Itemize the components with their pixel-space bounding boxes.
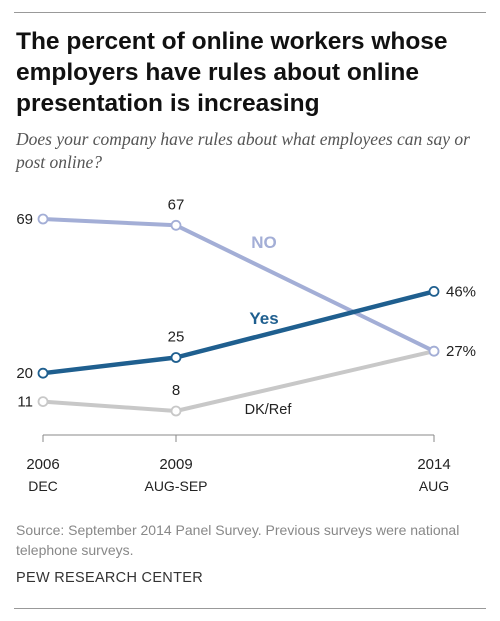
data-label: 27% <box>446 343 476 360</box>
x-tick-period: DEC <box>28 478 58 494</box>
data-label: 25 <box>168 328 185 345</box>
chart-subtitle: Does your company have rules about what … <box>16 129 470 172</box>
source-note: Source: September 2014 Panel Survey. Pre… <box>16 522 460 558</box>
series-label-yes: Yes <box>249 309 278 328</box>
data-label: 46% <box>446 283 476 300</box>
series-line-dk-ref <box>41 349 436 413</box>
series-label-dk-ref: DK/Ref <box>245 402 293 418</box>
series-label-no: NO <box>251 233 277 252</box>
top-rule <box>14 12 486 13</box>
pew-credit: PEW RESEARCH CENTER <box>16 570 203 586</box>
data-point <box>37 367 49 379</box>
data-label: 8 <box>172 382 180 399</box>
data-point <box>37 213 49 225</box>
data-label: 69 <box>16 211 33 228</box>
x-tick-period: AUG <box>419 478 449 494</box>
data-point <box>170 352 182 363</box>
data-label: 20 <box>16 365 33 382</box>
series-line-no <box>41 217 436 354</box>
data-point <box>170 405 182 417</box>
series-line-yes <box>40 289 437 376</box>
x-tick-period: AUG-SEP <box>144 478 207 494</box>
x-tick-year: 2009 <box>159 456 192 473</box>
data-label: 11 <box>17 394 33 411</box>
data-point <box>37 396 49 408</box>
data-point <box>428 286 440 297</box>
chart-title: The percent of online workers whose empl… <box>16 28 448 117</box>
line-chart: 2006 DEC 2009 AUG-SEP 2014 AUG 69 20 11 67 25 8 46% 2… <box>16 196 476 494</box>
bottom-rule <box>14 608 486 609</box>
x-tick-year: 2014 <box>417 456 450 473</box>
data-label: 67 <box>168 196 185 213</box>
x-tick-year: 2006 <box>26 456 59 473</box>
data-point <box>428 345 440 357</box>
data-point <box>170 219 182 231</box>
